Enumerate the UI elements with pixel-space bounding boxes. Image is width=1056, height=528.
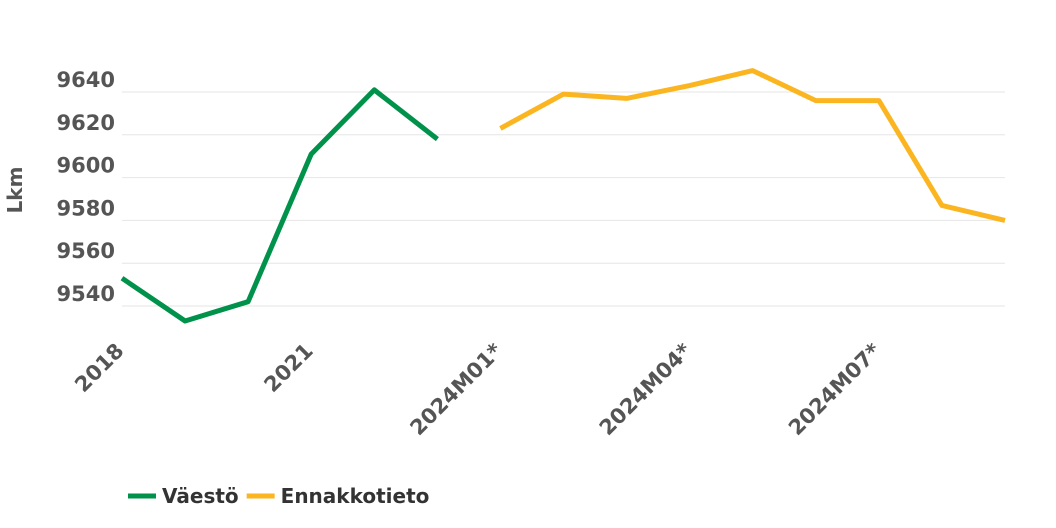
series-line-vaesto [120,87,439,324]
y-tick-label-9580: 9580 [57,196,115,220]
x-tick-label-2024M04: 2024M04* [595,339,697,441]
grid-lines [122,91,1005,307]
y-tick-label-9540: 9540 [57,282,115,306]
legend-label-ennakkotieto: Ennakkotieto [281,484,430,508]
x-tick-label-2021: 2021 [259,339,317,397]
legend-label-vaesto: Väestö [162,484,239,508]
x-tick-label-2024M07: 2024M07* [784,339,886,441]
x-axis-ticks: 2018 2021 2024M01* 2024M04* 2024M07* [70,339,885,441]
y-axis-ticks: 9540 9560 9580 9600 9620 9640 [57,68,115,306]
y-tick-label-9560: 9560 [57,239,115,263]
x-tick-label-2024M01: 2024M01* [405,339,507,441]
y-axis-label: Lkm [3,167,27,214]
series-line-ennakkotieto [499,68,1006,223]
y-tick-label-9640: 9640 [57,68,115,92]
series-lines [120,68,1006,324]
y-tick-label-9620: 9620 [57,111,115,135]
y-tick-label-9600: 9600 [57,154,115,178]
x-tick-label-2018: 2018 [70,339,128,397]
legend: Väestö Ennakkotieto [128,484,429,508]
